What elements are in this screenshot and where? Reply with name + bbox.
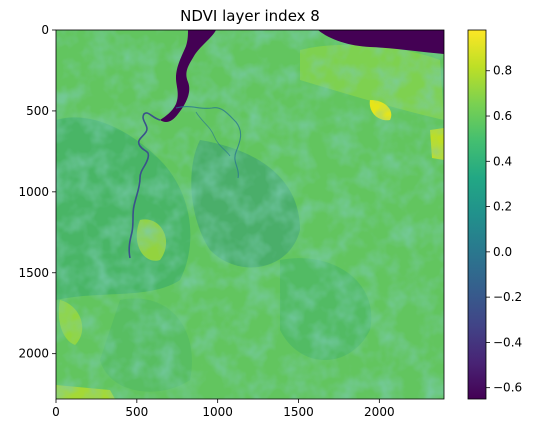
x-tick-label: 500: [125, 405, 148, 419]
x-tick-label: 2000: [364, 405, 395, 419]
y-tick-label: 0: [41, 23, 49, 37]
colorbar-ticks: −0.6 −0.4 −0.2 0.0 0.2 0.4 0.6 0.8: [486, 64, 522, 395]
colorbar-tick-label: 0.2: [493, 200, 512, 214]
colorbar-tick-label: 0.6: [493, 109, 512, 123]
x-tick-label: 1000: [202, 405, 233, 419]
colorbar-tick-label: −0.2: [493, 290, 522, 304]
y-tick-label: 500: [26, 104, 49, 118]
colorbar-tick-label: 0.4: [493, 154, 512, 168]
colorbar-tick-label: −0.4: [493, 335, 522, 349]
y-axis: 0 500 1000 1500 2000: [18, 23, 56, 361]
colorbar-tick-label: 0.0: [493, 245, 512, 259]
colorbar: [467, 29, 487, 400]
y-tick-label: 1500: [18, 266, 49, 280]
colorbar-tick-label: −0.6: [493, 381, 522, 395]
chart-title: NDVI layer index 8: [180, 7, 320, 25]
colorbar-tick-label: 0.8: [493, 64, 512, 78]
y-tick-label: 1000: [18, 185, 49, 199]
plot-frame: [55, 29, 445, 400]
x-axis: 0 500 1000 1500 2000: [52, 399, 395, 419]
x-tick-label: 0: [52, 405, 60, 419]
y-tick-label: 2000: [18, 347, 49, 361]
heatmap-image: [56, 30, 444, 399]
x-tick-label: 1500: [283, 405, 314, 419]
